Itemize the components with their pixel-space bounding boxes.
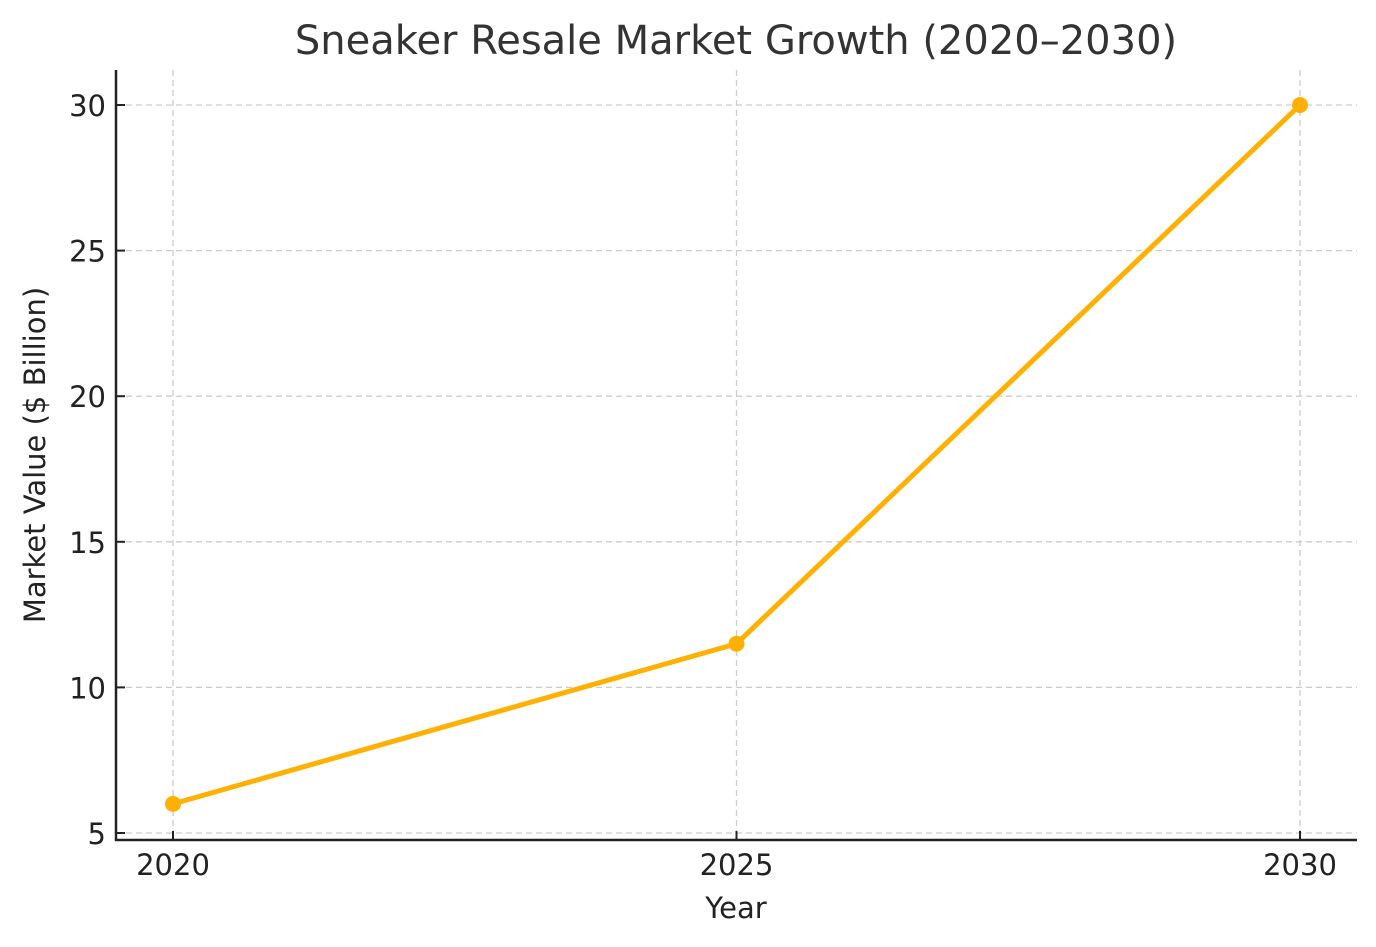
x-tick-label: 2030 (1263, 848, 1337, 882)
grid (116, 70, 1357, 840)
y-axis-ticks: 5 10 15 20 25 30 (69, 89, 125, 851)
chart-title: Sneaker Resale Market Growth (2020–2030) (295, 18, 1177, 64)
y-tick-label: 10 (69, 671, 106, 705)
y-tick-label: 25 (69, 235, 106, 269)
y-tick-label: 30 (69, 89, 106, 123)
x-axis-label: Year (704, 891, 766, 925)
data-point-marker (165, 795, 181, 812)
y-tick-label: 15 (69, 526, 106, 560)
data-point-marker (1292, 97, 1308, 113)
y-axis-label: Market Value ($ Billion) (18, 287, 52, 623)
data-series (165, 97, 1308, 812)
data-point-marker (728, 635, 745, 652)
x-axis-ticks: 2020 2025 2030 (136, 831, 1337, 882)
x-tick-label: 2020 (136, 848, 210, 882)
y-tick-label: 20 (69, 380, 106, 414)
y-tick-label: 5 (88, 817, 106, 851)
x-tick-label: 2025 (700, 848, 774, 882)
